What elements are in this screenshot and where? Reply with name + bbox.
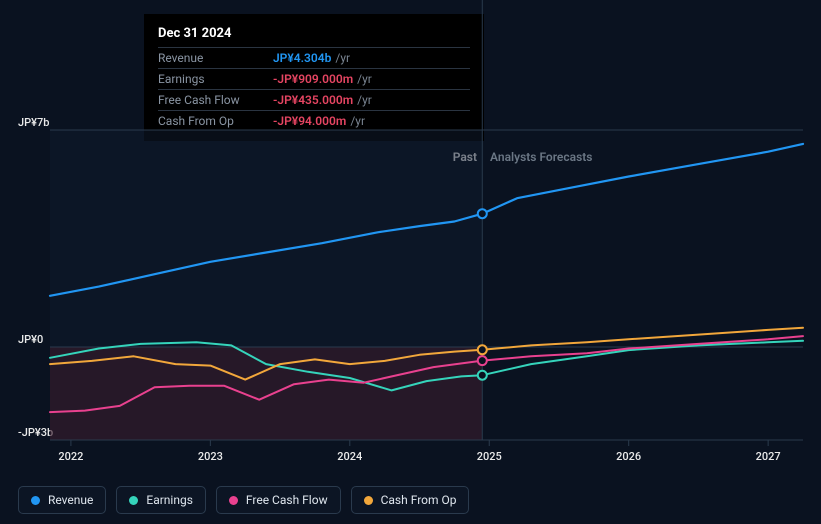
tooltip-row: Cash From Op -JP¥94.000m/yr (158, 111, 470, 132)
x-tick-label: 2025 (477, 450, 502, 463)
tooltip-row-label: Cash From Op (158, 111, 273, 132)
legend-label: Earnings (146, 493, 193, 507)
legend-swatch (129, 496, 138, 505)
y-tick-label: JP¥0 (18, 333, 43, 346)
tooltip-row-value: -JP¥909.000m (273, 72, 353, 86)
x-tick-label: 2026 (616, 450, 641, 463)
tooltip-row: Revenue JP¥4.304b/yr (158, 48, 470, 69)
tooltip-row-unit: /yr (353, 93, 372, 107)
legend-swatch (31, 496, 40, 505)
tooltip-row-value: -JP¥435.000m (273, 93, 353, 107)
legend-label: Revenue (48, 493, 93, 507)
chart-container: Dec 31 2024 Revenue JP¥4.304b/yr Earning… (18, 0, 803, 524)
legend-label: Cash From Op (381, 493, 457, 507)
tooltip-row-unit: /yr (353, 72, 372, 86)
legend-swatch (229, 496, 238, 505)
tooltip: Dec 31 2024 Revenue JP¥4.304b/yr Earning… (144, 14, 484, 141)
legend-swatch (364, 496, 373, 505)
tooltip-row: Earnings -JP¥909.000m/yr (158, 69, 470, 90)
legend-item-free-cash-flow[interactable]: Free Cash Flow (216, 486, 341, 514)
legend-item-earnings[interactable]: Earnings (116, 486, 206, 514)
legend-item-cash-from-op[interactable]: Cash From Op (351, 486, 470, 514)
tooltip-row-label: Earnings (158, 69, 273, 90)
chart-plot (50, 130, 803, 440)
x-tick-label: 2024 (337, 450, 362, 463)
legend: Revenue Earnings Free Cash Flow Cash Fro… (18, 486, 469, 514)
x-tick-label: 2027 (756, 450, 781, 463)
y-tick-label: -JP¥3b (18, 426, 53, 439)
x-tick-label: 2022 (58, 450, 83, 463)
x-tick-label: 2023 (198, 450, 223, 463)
tooltip-row-label: Free Cash Flow (158, 90, 273, 111)
tooltip-row-value: -JP¥94.000m (273, 114, 346, 128)
tooltip-row-unit: /yr (331, 51, 350, 65)
legend-label: Free Cash Flow (246, 493, 328, 507)
legend-item-revenue[interactable]: Revenue (18, 486, 106, 514)
tooltip-row: Free Cash Flow -JP¥435.000m/yr (158, 90, 470, 111)
y-tick-label: JP¥7b (18, 116, 49, 129)
tooltip-row-value: JP¥4.304b (273, 51, 331, 65)
tooltip-row-unit: /yr (346, 114, 365, 128)
tooltip-table: Revenue JP¥4.304b/yr Earnings -JP¥909.00… (158, 47, 470, 131)
tooltip-date: Dec 31 2024 (158, 22, 470, 47)
tooltip-row-label: Revenue (158, 48, 273, 69)
